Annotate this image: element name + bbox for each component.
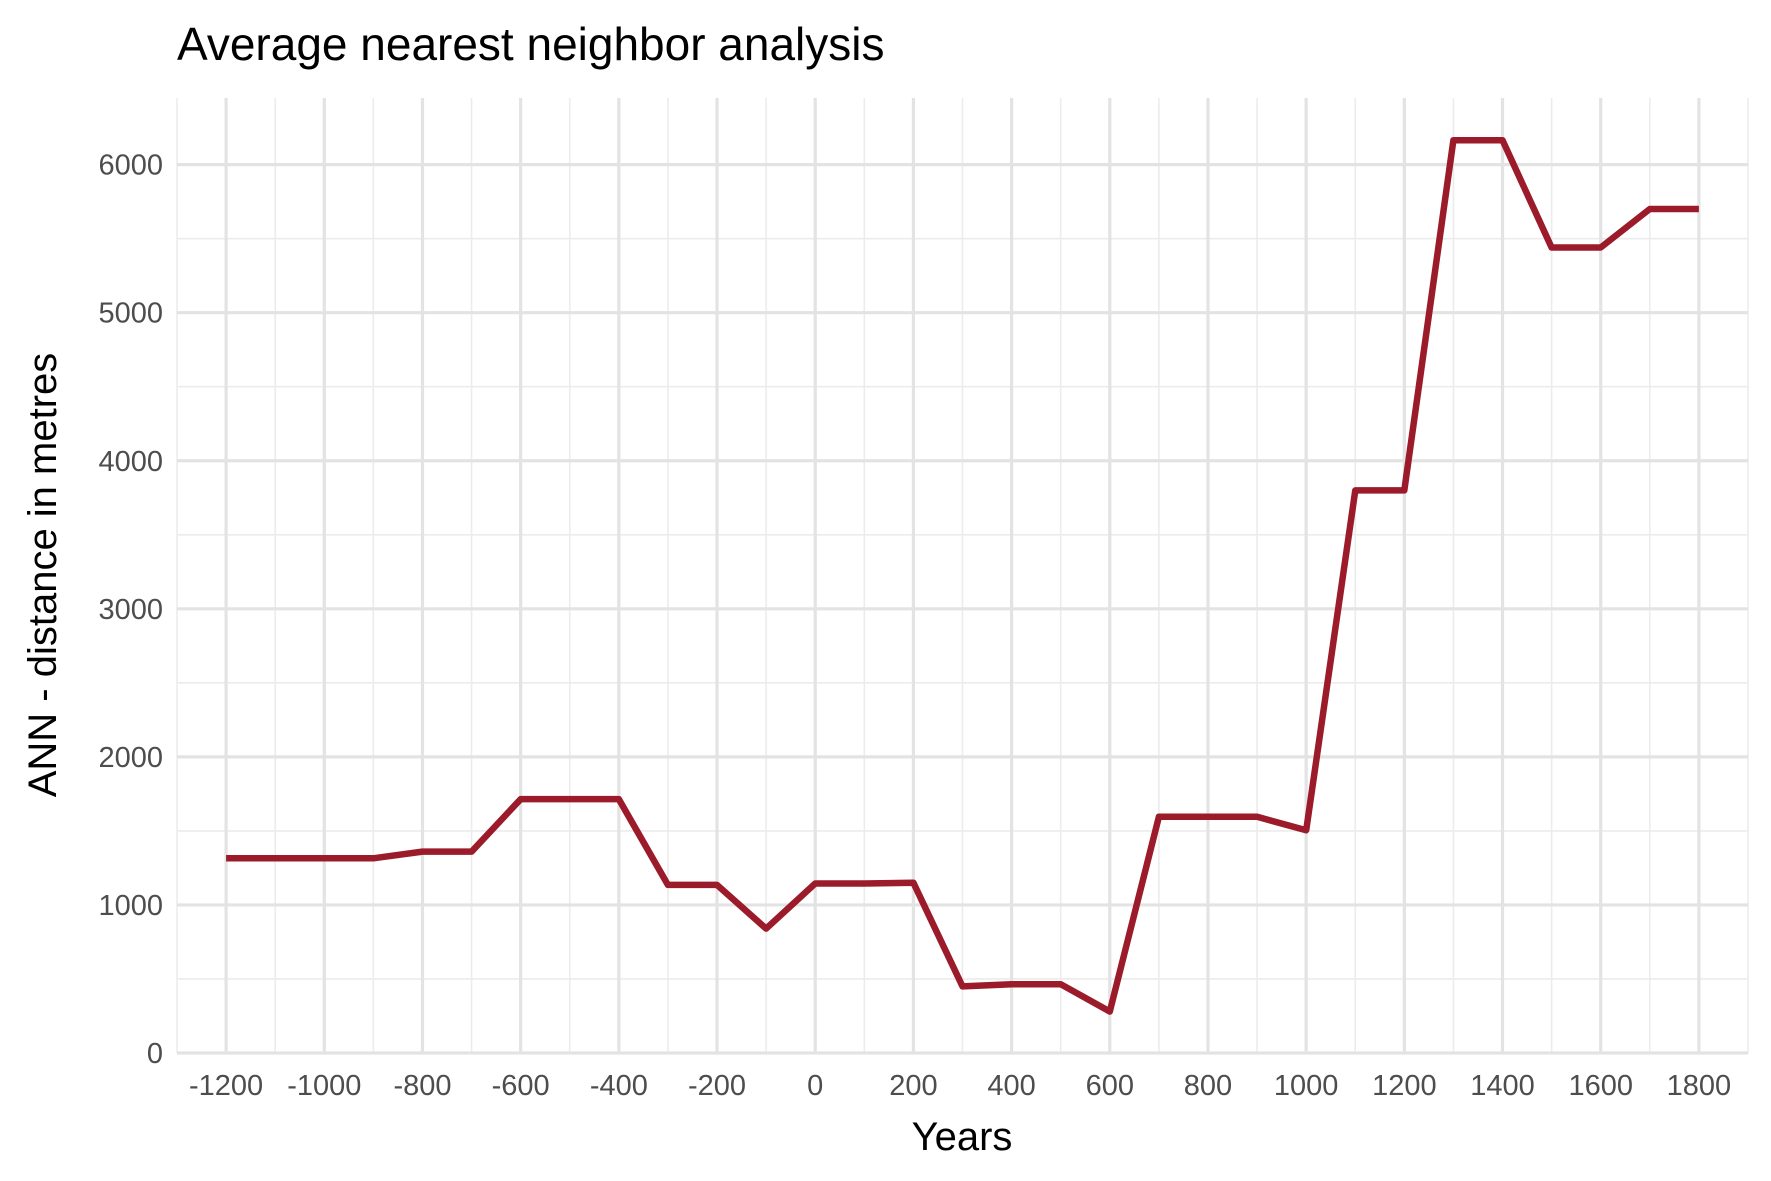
x-tick-label: 1400	[1470, 1070, 1535, 1102]
y-tick-label: 4000	[98, 446, 163, 478]
chart-title: Average nearest neighbor analysis	[177, 18, 885, 70]
x-tick-label: 600	[1086, 1070, 1134, 1102]
y-tick-label: 6000	[98, 150, 163, 182]
y-axis-tick-labels: 0 1000 2000 3000 4000 5000 6000	[98, 150, 163, 1070]
y-tick-label: 0	[147, 1038, 163, 1070]
x-tick-label: -800	[393, 1070, 451, 1102]
y-tick-label: 5000	[98, 298, 163, 330]
y-axis-title: ANN - distance in metres	[21, 353, 65, 798]
y-tick-label: 2000	[98, 742, 163, 774]
y-tick-label: 1000	[98, 890, 163, 922]
x-tick-label: -1000	[287, 1070, 361, 1102]
x-tick-label: 800	[1184, 1070, 1232, 1102]
x-axis-title: Years	[912, 1115, 1013, 1159]
x-tick-label: 1200	[1372, 1070, 1437, 1102]
x-tick-label: -1200	[189, 1070, 263, 1102]
grid	[176, 98, 1749, 1055]
y-tick-label: 3000	[98, 594, 163, 626]
x-tick-label: 200	[889, 1070, 937, 1102]
x-tick-label: 1800	[1667, 1070, 1732, 1102]
x-tick-label: -400	[590, 1070, 648, 1102]
x-tick-label: 0	[807, 1070, 823, 1102]
x-tick-label: 400	[987, 1070, 1035, 1102]
x-tick-label: 1000	[1274, 1070, 1339, 1102]
x-tick-label: -200	[688, 1070, 746, 1102]
x-tick-label: 1600	[1568, 1070, 1633, 1102]
x-axis-tick-labels: -1200 -1000 -800 -600 -400 -200 0 200 400 600 800 1…	[189, 1070, 1731, 1102]
series-layer	[226, 136, 1699, 1015]
x-tick-label: -600	[492, 1070, 550, 1102]
series-line	[226, 136, 1699, 1015]
